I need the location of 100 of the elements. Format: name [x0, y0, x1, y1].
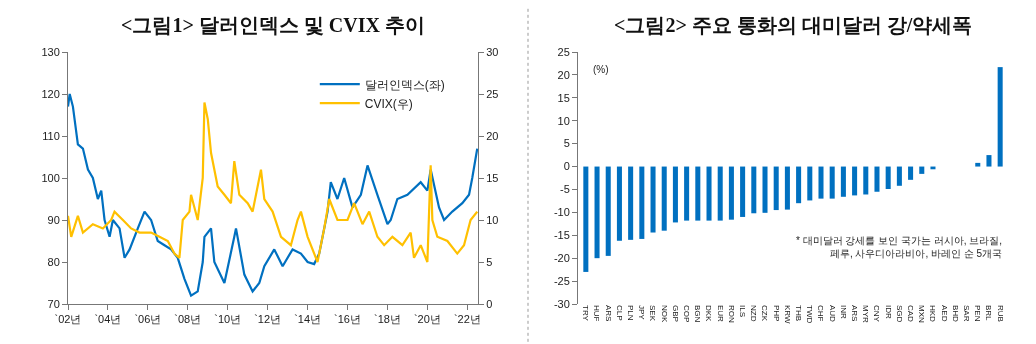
bar — [807, 166, 813, 201]
x-tick-label: IDR — [883, 305, 893, 319]
x-tick-label: `04년 — [94, 313, 122, 326]
bar — [773, 166, 779, 211]
x-tick-label: CHF — [816, 305, 826, 322]
x-tick-label: TWD — [805, 305, 815, 324]
y-tick-label: 80 — [47, 255, 60, 268]
bar — [616, 166, 622, 241]
bar — [908, 166, 914, 180]
x-tick-label: PEN — [973, 305, 983, 322]
x-tick-label: `10년 — [214, 313, 242, 326]
bar — [605, 166, 611, 256]
bar — [684, 166, 690, 221]
x-tick-label: HKD — [928, 305, 938, 323]
chart-title: <그림1> 달러인덱스 및 CVIX 추이 — [121, 14, 425, 36]
x-tick-label: EUR — [715, 305, 725, 323]
x-tick-label: `22년 — [453, 313, 481, 326]
y2-tick-label: 5 — [486, 255, 493, 268]
bar — [639, 166, 645, 239]
y-tick-label: 5 — [563, 137, 570, 150]
x-tick-label: DKK — [704, 305, 714, 323]
y-tick-label: -30 — [553, 297, 570, 310]
x-tick-label: INR — [838, 305, 848, 319]
y-tick-label: 15 — [557, 91, 570, 104]
y-tick-label: 120 — [41, 87, 60, 100]
x-tick-label: TRY — [581, 305, 591, 322]
x-tick-label: MYR — [861, 305, 871, 323]
y2-tick-label: 20 — [486, 129, 499, 142]
bar — [852, 166, 858, 196]
y-tick-label: 90 — [47, 213, 60, 226]
x-tick-label: JPY — [637, 305, 647, 321]
x-tick-label: THB — [794, 305, 803, 321]
x-tick-label: `02년 — [54, 313, 82, 326]
bar — [863, 166, 869, 195]
bar — [706, 166, 712, 221]
x-tick-label: `08년 — [174, 313, 202, 326]
bar — [594, 166, 600, 259]
x-tick-label: SGD — [894, 305, 904, 323]
x-tick-label: KRW — [782, 305, 792, 324]
x-tick-label: ILS — [738, 305, 748, 318]
chart-title: <그림2> 주요 통화의 대미달러 강/약세폭 — [614, 14, 973, 36]
x-tick-label: RON — [726, 305, 736, 323]
x-tick-label: BGN — [693, 305, 703, 323]
bar — [661, 166, 667, 231]
y-tick-label: 110 — [42, 129, 60, 142]
bar — [818, 166, 824, 199]
bar — [583, 166, 589, 272]
legend-label: 달러인덱스(좌) — [364, 77, 445, 92]
x-tick-label: `06년 — [134, 313, 162, 326]
annotation: * 대미달러 강세를 보인 국가는 러시아, 브라질, 페루, 사우디아라비아, 바레인 순 5개국 — [796, 235, 1003, 259]
x-tick-label: `18년 — [374, 313, 401, 326]
x-tick-label: SEK — [648, 305, 658, 322]
x-tick-label: PLN — [626, 305, 636, 321]
y-tick-label: -20 — [553, 252, 570, 265]
y-tick-label: -10 — [553, 206, 570, 219]
x-tick-label: MXN — [917, 305, 927, 323]
y-tick-label: 100 — [41, 171, 60, 184]
x-tick-label: COP — [682, 305, 692, 323]
x-tick-label: PHP — [771, 305, 781, 322]
x-tick-label: SAR — [961, 305, 971, 322]
bar — [740, 166, 746, 217]
line-series — [68, 101, 478, 264]
bar — [840, 166, 846, 197]
x-tick-label: GBP — [670, 305, 680, 322]
y-tick-label: 70 — [47, 297, 60, 310]
x-tick-label: `20년 — [413, 313, 441, 326]
y-tick-label: -25 — [553, 274, 570, 287]
x-tick-label: `14년 — [294, 313, 322, 326]
x-tick-label: NZD — [749, 305, 759, 322]
y2-tick-label: 15 — [486, 171, 499, 184]
bar — [751, 166, 757, 214]
bar — [717, 166, 723, 221]
bar — [919, 166, 925, 174]
bar — [975, 162, 981, 167]
y-tick-label: 20 — [557, 68, 570, 81]
y-tick-label: 10 — [557, 114, 570, 127]
y-axis-title: (%) — [593, 64, 609, 75]
y2-tick-label: 0 — [486, 297, 493, 310]
x-tick-label: BHD — [950, 305, 960, 323]
x-tick-label: BRL — [984, 305, 994, 322]
y2-tick-label: 10 — [486, 213, 499, 226]
x-tick-label: AUD — [827, 305, 837, 323]
bar — [829, 166, 835, 199]
bar — [896, 166, 902, 186]
y-tick-label: -5 — [560, 183, 570, 196]
bar — [986, 155, 992, 167]
y2-tick-label: 30 — [486, 45, 499, 58]
x-tick-label: `12년 — [254, 313, 282, 326]
bar — [762, 166, 768, 213]
y-tick-label: 25 — [557, 45, 570, 58]
bar — [728, 166, 734, 220]
x-tick-label: CLP — [614, 305, 624, 321]
bar — [628, 166, 634, 240]
x-tick-label: RUB — [995, 305, 1005, 322]
x-tick-label: AED — [939, 305, 949, 322]
x-tick-label: NOK — [659, 305, 669, 323]
bar — [997, 67, 1003, 167]
line-series — [68, 92, 478, 297]
x-tick-label: ARS — [849, 305, 859, 322]
bar — [650, 166, 656, 233]
